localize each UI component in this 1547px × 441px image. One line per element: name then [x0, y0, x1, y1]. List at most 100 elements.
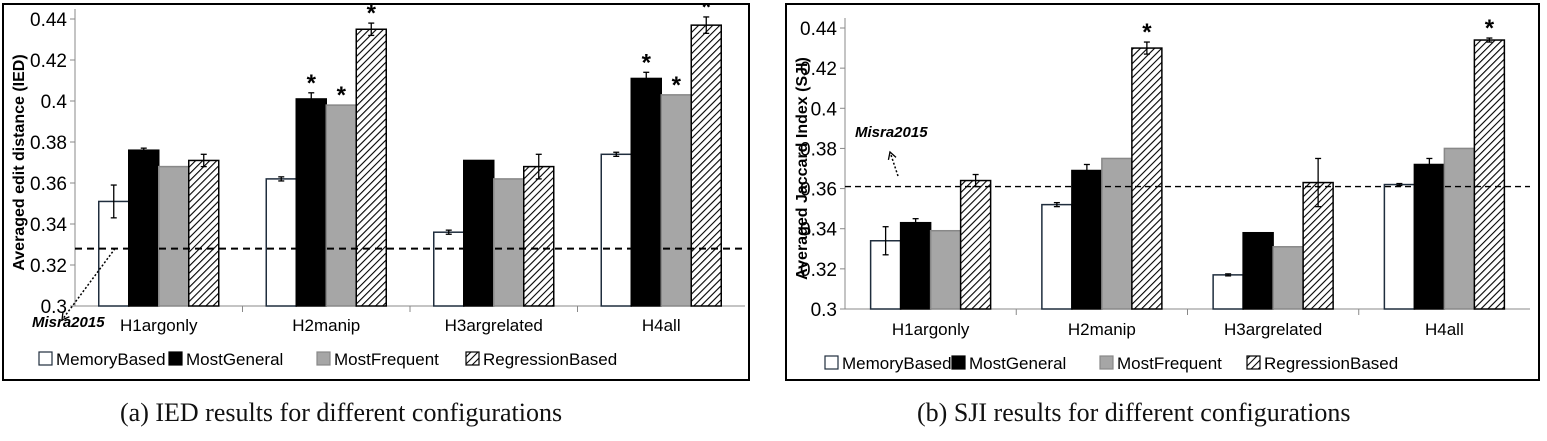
legend-label: MostGeneral: [186, 350, 283, 369]
bar-MostGeneral-H4all: [630, 77, 662, 307]
y-tick-label: 0.38: [30, 133, 67, 154]
bar-MostFrequent-H3argrelated: [1272, 246, 1304, 310]
legend-swatch: [316, 351, 331, 366]
significance-marker: *: [702, 5, 712, 21]
x-tick-label: H3argrelated: [1224, 320, 1322, 339]
legend-label: MostGeneral: [969, 354, 1066, 373]
bar-MostFrequent-H2manip: [325, 104, 357, 307]
significance-marker: *: [1485, 15, 1495, 42]
y-tick-label: 0.36: [30, 174, 67, 195]
bar-MemoryBased-H3argrelated: [433, 231, 465, 307]
legend-item-MemoryBased: MemoryBased: [824, 354, 952, 373]
bar-MostGeneral-H1argonly: [899, 221, 932, 310]
legend-swatch: [38, 351, 53, 366]
legend-item-MostGeneral: MostGeneral: [951, 354, 1066, 373]
bar-MemoryBased-H3argrelated: [1212, 274, 1244, 310]
significance-marker: *: [642, 49, 652, 76]
legend-swatch: [824, 355, 839, 370]
bar-RegressionBased-H2manip: [1131, 47, 1163, 310]
bar-RegressionBased-H1argonly: [959, 179, 992, 310]
x-tick-label: H2manip: [1068, 320, 1136, 339]
y-tick-label: 0.32: [30, 256, 67, 277]
bar-MostGeneral-H2manip: [295, 98, 327, 307]
bar-MemoryBased-H2manip: [1041, 203, 1073, 310]
ied-caption: (a) IED results for different configurat…: [120, 398, 563, 427]
legend-swatch: [465, 351, 480, 366]
legend-label: MostFrequent: [1117, 354, 1222, 373]
x-tick-label: H1argonly: [120, 316, 198, 335]
legend-item-MostFrequent: MostFrequent: [1099, 354, 1222, 373]
bar-RegressionBased-H4all: [1473, 39, 1506, 310]
ied-chart: 0.3 0.32 0.34 0.36 0.38 0.4 0.42 0.44 Averaged e…: [11, 5, 745, 369]
bar-MostGeneral-H2manip: [1071, 169, 1103, 310]
y-axis-label: Averaged Jaccard Index (SJI): [794, 57, 811, 280]
x-tick-label: H2manip: [292, 316, 360, 335]
x-tick-label: H4all: [1425, 320, 1464, 339]
arrow-head-icon: [61, 311, 70, 322]
bar-RegressionBased-H2manip: [355, 28, 387, 307]
bar-MostGeneral-H4all: [1413, 163, 1446, 310]
bar-MostGeneral-H1argonly: [128, 149, 160, 307]
bar-MemoryBased-H4all: [600, 153, 632, 307]
ied-chart-panel: 0.3 0.32 0.34 0.36 0.38 0.4 0.42 0.44 Averaged e…: [2, 3, 750, 381]
legend-item-RegressionBased: RegressionBased: [465, 350, 617, 369]
bar-MostGeneral-H3argrelated: [1242, 231, 1274, 310]
bar-RegressionBased-H4all: [690, 24, 722, 307]
y-tick-label: 0.4: [41, 92, 68, 113]
legend-label: RegressionBased: [1264, 354, 1398, 373]
bar-MemoryBased-H4all: [1383, 183, 1416, 310]
y-tick-label: 0.34: [800, 220, 837, 241]
y-tick-label: 0.32: [800, 260, 837, 281]
significance-marker: *: [672, 72, 682, 99]
significance-marker: *: [337, 82, 347, 109]
bar-MemoryBased-H1argonly: [98, 200, 130, 307]
baseline-arrow: [889, 151, 899, 177]
arrow-head-icon: [887, 150, 897, 161]
y-tick-label: 0.4: [811, 99, 838, 120]
legend-item-MostFrequent: MostFrequent: [316, 350, 439, 369]
y-tick-label: 0.38: [800, 139, 837, 160]
y-tick-label: 0.42: [800, 59, 837, 80]
y-axis-label: Averaged edit distance (IED): [11, 54, 28, 270]
legend-label: RegressionBased: [483, 350, 617, 369]
bar-MostFrequent-H3argrelated: [493, 178, 525, 307]
bar-MemoryBased-H2manip: [265, 178, 297, 307]
y-tick-label: 0.34: [30, 215, 67, 236]
y-tick-label: 0.44: [800, 19, 837, 40]
legend-swatch: [1099, 355, 1114, 370]
y-tick-label: 0.36: [800, 180, 837, 201]
legend-label: MostFrequent: [334, 350, 439, 369]
legend-item-MemoryBased: MemoryBased: [38, 350, 166, 369]
legend-item-MostGeneral: MostGeneral: [168, 350, 283, 369]
bar-MostFrequent-H1argonly: [158, 165, 190, 307]
bar-RegressionBased-H1argonly: [188, 159, 220, 307]
significance-marker: *: [307, 70, 317, 97]
legend-swatch: [1246, 355, 1261, 370]
x-tick-label: H1argonly: [892, 320, 970, 339]
sji-caption: (b) SJI results for different configurat…: [917, 398, 1351, 427]
bar-MostGeneral-H3argrelated: [463, 159, 495, 307]
baseline-label: Misra2015: [32, 314, 105, 331]
bar-RegressionBased-H3argrelated: [523, 165, 555, 307]
sji-chart-panel: 0.3 0.32 0.34 0.36 0.38 0.4 0.42 0.44 Averaged J…: [785, 3, 1540, 381]
legend-item-RegressionBased: RegressionBased: [1246, 354, 1398, 373]
y-tick-label: 0.44: [30, 10, 67, 31]
bar-MostFrequent-H4all: [1443, 147, 1476, 310]
bar-MostFrequent-H1argonly: [929, 229, 962, 310]
significance-marker: *: [1142, 19, 1152, 46]
legend-label: MemoryBased: [56, 350, 166, 369]
legend-swatch: [951, 355, 966, 370]
baseline-arrow: [61, 248, 116, 321]
legend-swatch: [168, 351, 183, 366]
y-tick-label: 0.3: [811, 300, 837, 321]
bar-MostFrequent-H4all: [660, 94, 692, 307]
y-tick-label: 0.3: [41, 297, 67, 318]
legend-label: MemoryBased: [842, 354, 952, 373]
sji-chart: 0.3 0.32 0.34 0.36 0.38 0.4 0.42 0.44 Averaged J…: [794, 15, 1530, 373]
significance-marker: *: [367, 5, 377, 27]
y-tick-label: 0.42: [30, 51, 67, 72]
x-tick-label: H4all: [642, 316, 681, 335]
baseline-label: Misra2015: [855, 124, 928, 141]
x-tick-label: H3argrelated: [445, 316, 543, 335]
bar-MostFrequent-H2manip: [1101, 157, 1133, 310]
